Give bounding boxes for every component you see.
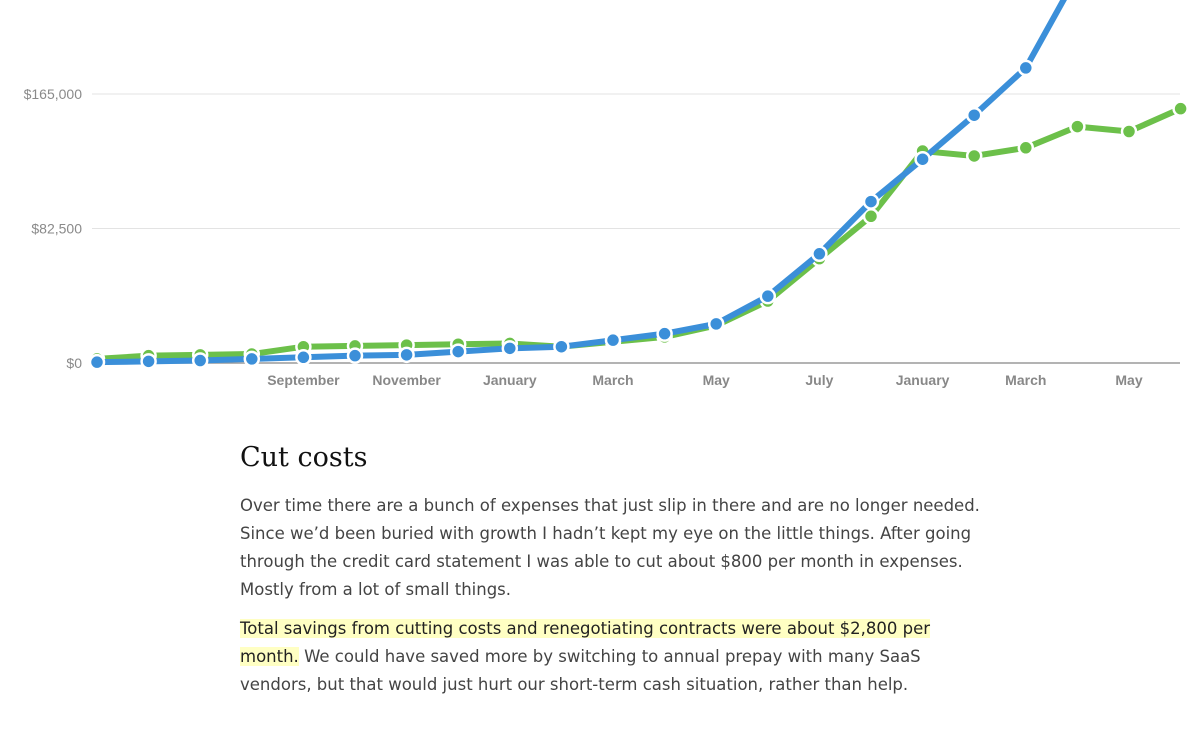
data-point (656, 325, 673, 342)
x-tick-label: May (703, 372, 730, 388)
data-point (346, 347, 364, 364)
data-point (914, 150, 931, 168)
data-point (965, 147, 983, 165)
green-series (88, 100, 1189, 368)
data-point (449, 343, 467, 360)
data-point (965, 106, 983, 124)
grid-lines (92, 93, 1180, 364)
data-point (191, 352, 209, 369)
x-tick-label: March (592, 372, 633, 388)
data-point (295, 349, 312, 366)
section-heading: Cut costs (240, 442, 368, 473)
data-point (1172, 100, 1189, 117)
data-point (1120, 123, 1138, 140)
data-point (501, 340, 519, 357)
data-point (398, 346, 415, 364)
data-point (862, 208, 880, 225)
data-point (811, 245, 828, 263)
data-point (862, 193, 880, 210)
x-tick-label: January (483, 372, 537, 388)
x-tick-label: July (805, 372, 833, 388)
data-point (707, 315, 725, 333)
data-point (604, 331, 622, 349)
data-point (1017, 59, 1035, 77)
y-tick-label: $82,500 (31, 221, 82, 237)
axis-labels: $0 $82,500 $165,000 September November Januar… (24, 86, 1143, 388)
data-point (1069, 118, 1086, 135)
line-chart: $0 $82,500 $165,000 September November Januar… (24, 0, 1189, 388)
x-tick-label: September (267, 372, 340, 388)
data-point (140, 353, 157, 370)
paragraph-prepay: We could have saved more by switching to… (240, 647, 921, 694)
data-point (1017, 139, 1035, 157)
article: Cut costs Over time there are a bunch of… (240, 438, 980, 710)
paragraph-expenses: Over time there are a bunch of expenses … (240, 496, 980, 599)
data-point (88, 353, 106, 371)
series-line (94, 0, 1067, 366)
blue-series (88, 0, 1067, 371)
x-tick-label: January (896, 372, 950, 388)
x-tick-label: November (372, 372, 441, 388)
y-tick-label: $0 (66, 355, 82, 371)
data-point (243, 350, 261, 368)
y-tick-label: $165,000 (24, 86, 83, 102)
series-layer (88, 0, 1189, 371)
x-tick-label: May (1115, 372, 1142, 388)
x-tick-label: March (1005, 372, 1046, 388)
paragraph-savings: Total savings from cutting costs and ren… (240, 615, 980, 699)
data-point (759, 287, 777, 305)
data-point (553, 338, 570, 355)
